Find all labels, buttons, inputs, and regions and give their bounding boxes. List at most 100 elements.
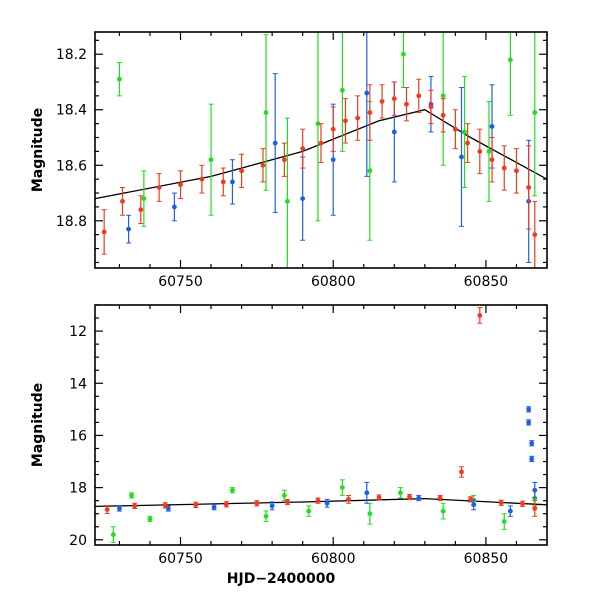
data-point bbox=[156, 185, 162, 190]
data-point bbox=[178, 182, 183, 188]
data-point bbox=[489, 124, 495, 129]
data-point bbox=[501, 165, 507, 171]
data-point bbox=[343, 118, 348, 124]
data-point bbox=[440, 93, 446, 99]
top-panel: 60750 60800 60850 18.2 18.4 18.6 18.8 Magnitude bbox=[30, 31, 548, 290]
data-point bbox=[391, 96, 397, 102]
data-point bbox=[126, 226, 131, 232]
trend-line bbox=[95, 497, 547, 508]
data-point bbox=[339, 485, 345, 491]
data-point bbox=[315, 498, 321, 504]
data-point bbox=[355, 115, 361, 121]
y-tick-label: 18.2 bbox=[56, 47, 87, 63]
data-point bbox=[141, 196, 147, 201]
data-point bbox=[404, 101, 409, 107]
data-point bbox=[104, 507, 110, 512]
data-point bbox=[407, 494, 412, 500]
data-point bbox=[281, 157, 287, 163]
data-point bbox=[272, 140, 278, 146]
data-point bbox=[199, 176, 205, 182]
data-point bbox=[526, 185, 532, 190]
data-point bbox=[147, 516, 153, 522]
bottom-panel: 60750 60800 60850 12 14 16 18 20 Magnitude HJD−24… bbox=[30, 304, 548, 587]
data-point bbox=[330, 157, 336, 163]
data-point bbox=[532, 232, 538, 238]
plot-area bbox=[95, 307, 547, 543]
data-point bbox=[437, 495, 443, 501]
data-point bbox=[489, 157, 495, 163]
y-tick-label: 18 bbox=[69, 481, 87, 497]
y-tick-label: 20 bbox=[69, 533, 87, 549]
data-point bbox=[367, 511, 373, 517]
data-point bbox=[477, 313, 483, 318]
x-tick-label: 60850 bbox=[464, 274, 509, 290]
data-point bbox=[306, 508, 312, 514]
data-point bbox=[459, 469, 464, 475]
y-tick-label: 12 bbox=[69, 324, 87, 340]
data-point bbox=[465, 140, 470, 146]
data-point bbox=[239, 168, 244, 174]
data-point bbox=[526, 406, 532, 412]
data-point bbox=[440, 508, 446, 514]
data-point bbox=[376, 495, 382, 500]
data-point bbox=[165, 506, 171, 511]
data-point bbox=[367, 110, 373, 115]
data-point bbox=[398, 490, 403, 496]
y-tick-label: 14 bbox=[69, 376, 87, 392]
data-point bbox=[346, 496, 351, 502]
x-tick-label: 60850 bbox=[464, 551, 509, 567]
data-point bbox=[462, 129, 467, 135]
data-point bbox=[532, 110, 538, 115]
data-point bbox=[132, 503, 138, 509]
data-point bbox=[315, 121, 321, 127]
data-point bbox=[459, 154, 464, 160]
data-point bbox=[120, 198, 125, 204]
data-point bbox=[117, 76, 122, 82]
data-point bbox=[230, 179, 235, 185]
data-point bbox=[428, 104, 434, 110]
data-point bbox=[260, 162, 266, 168]
data-point bbox=[529, 456, 535, 462]
data-point bbox=[507, 508, 513, 514]
data-point bbox=[364, 90, 370, 96]
data-point bbox=[379, 99, 385, 104]
data-point bbox=[285, 499, 290, 505]
data-point bbox=[269, 503, 275, 509]
plot-frame bbox=[94, 304, 548, 546]
data-point bbox=[254, 500, 260, 506]
data-point bbox=[367, 168, 373, 174]
x-axis-title: HJD−2400000 bbox=[227, 571, 336, 587]
data-point bbox=[285, 198, 290, 204]
data-point bbox=[230, 487, 235, 493]
data-point bbox=[223, 501, 229, 507]
data-point bbox=[507, 57, 513, 63]
data-point bbox=[501, 519, 507, 524]
data-point bbox=[486, 148, 492, 154]
data-point bbox=[300, 196, 306, 201]
data-point bbox=[330, 126, 336, 132]
data-point bbox=[529, 440, 535, 446]
data-point bbox=[129, 493, 135, 498]
data-point bbox=[208, 157, 214, 163]
y-tick-label: 18.8 bbox=[56, 214, 87, 230]
data-point bbox=[364, 490, 370, 496]
data-point bbox=[300, 146, 306, 152]
data-point bbox=[339, 87, 345, 93]
data-point bbox=[452, 126, 458, 132]
data-point bbox=[110, 532, 116, 537]
data-point bbox=[193, 502, 199, 508]
data-point bbox=[281, 493, 287, 498]
data-point bbox=[468, 496, 474, 502]
data-point bbox=[211, 504, 217, 510]
data-point bbox=[471, 502, 477, 507]
y-tick-label: 18.4 bbox=[56, 103, 87, 119]
data-point bbox=[220, 179, 226, 185]
data-point bbox=[532, 506, 538, 511]
data-point bbox=[162, 502, 168, 508]
data-point bbox=[101, 229, 107, 235]
data-point bbox=[498, 500, 504, 506]
data-point bbox=[526, 419, 532, 425]
x-tick-label: 60750 bbox=[158, 551, 203, 567]
y-tick-label: 16 bbox=[69, 428, 87, 444]
